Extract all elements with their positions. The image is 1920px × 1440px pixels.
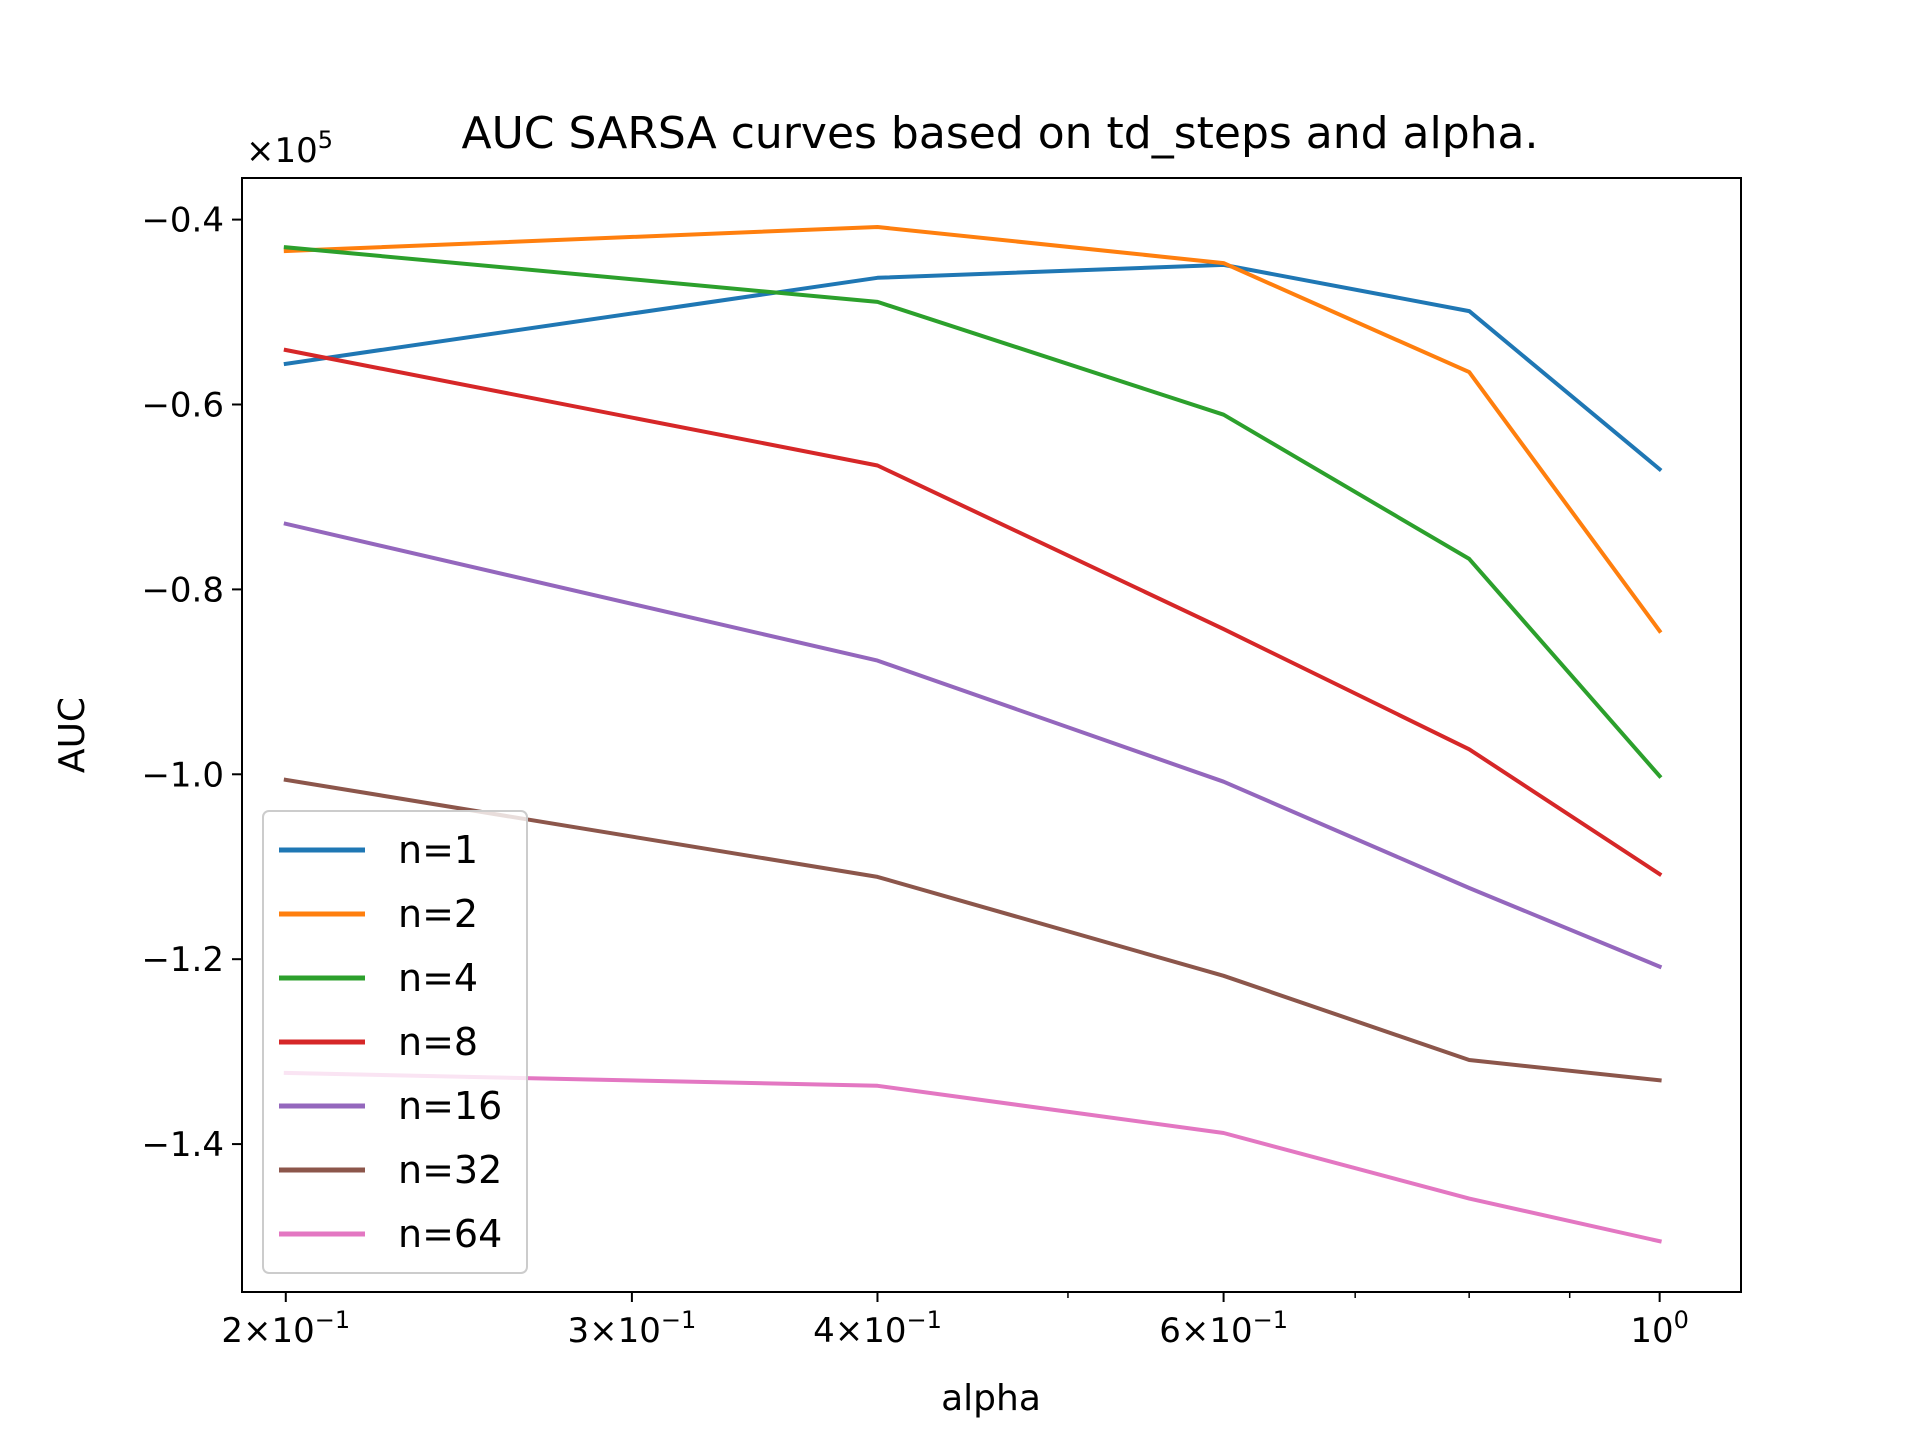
plot-area bbox=[283, 225, 1663, 1244]
x-tick-label-base: 10 bbox=[1209, 1311, 1252, 1351]
axes-frame bbox=[241, 177, 1742, 1293]
series-line-n-4 bbox=[283, 245, 1663, 779]
x-tick-label-exp: −1 bbox=[1253, 1306, 1288, 1334]
x-tick-label: 3×10−1 bbox=[568, 1306, 697, 1351]
y-tick-label: −1.4 bbox=[141, 1125, 224, 1165]
x-tick-label-mant: 6 bbox=[1159, 1311, 1181, 1351]
legend-label: n=16 bbox=[398, 1084, 502, 1128]
y-tick-label: −1.2 bbox=[141, 940, 224, 980]
y-offset-label: ×105 bbox=[246, 126, 333, 171]
x-tick-label-times: × bbox=[1181, 1311, 1210, 1351]
legend-label: n=64 bbox=[398, 1212, 502, 1256]
legend-box bbox=[262, 810, 528, 1274]
x-tick-label-exp: −1 bbox=[661, 1306, 696, 1334]
x-tick-label-times: × bbox=[835, 1311, 864, 1351]
x-tick-label-base: 10 bbox=[1630, 1311, 1673, 1351]
x-tick-label: 6×10−1 bbox=[1159, 1306, 1288, 1351]
chart-title: AUC SARSA curves based on td_steps and a… bbox=[461, 108, 1538, 159]
y-axis-label: AUC bbox=[52, 697, 93, 773]
y-tick-label: −1.0 bbox=[141, 755, 224, 795]
x-tick-label: 2×10−1 bbox=[221, 1306, 350, 1351]
legend-label: n=4 bbox=[398, 956, 478, 1000]
x-tick-label-times: × bbox=[243, 1311, 272, 1351]
legend: n=1 n=2 n=4 n=8 n=16 n=32 n=64 bbox=[262, 810, 528, 1274]
legend-label: n=32 bbox=[398, 1148, 502, 1192]
x-tick-label-mant: 3 bbox=[568, 1311, 590, 1351]
x-tick-label-times: × bbox=[589, 1311, 618, 1351]
y-tick-label: −0.4 bbox=[141, 201, 224, 241]
y-offset-exp: 5 bbox=[318, 126, 333, 154]
x-tick-label: 4×10−1 bbox=[813, 1306, 942, 1351]
legend-label: n=2 bbox=[398, 892, 478, 936]
x-tick-label-base: 10 bbox=[618, 1311, 661, 1351]
x-axis-label: alpha bbox=[941, 1378, 1041, 1419]
legend-label: n=1 bbox=[398, 828, 478, 872]
x-axis: 2×10−1 3×10−1 4×10−1 6×10−1 100 bbox=[221, 1292, 1689, 1351]
series-line-n-16 bbox=[283, 521, 1663, 970]
series-line-n-64 bbox=[283, 1070, 1662, 1244]
series-line-n-32 bbox=[283, 777, 1662, 1083]
x-tick-label-base: 10 bbox=[863, 1311, 906, 1351]
series-line-n-2 bbox=[283, 225, 1663, 634]
x-tick-label: 100 bbox=[1630, 1306, 1689, 1351]
x-tick-label-exp: 0 bbox=[1674, 1306, 1689, 1334]
y-tick-label: −0.6 bbox=[141, 385, 224, 425]
series-line-n-8 bbox=[283, 347, 1663, 877]
y-tick-label: −0.8 bbox=[141, 570, 224, 610]
y-offset-base: ×10 bbox=[246, 131, 318, 171]
x-tick-label-exp: −1 bbox=[906, 1306, 941, 1334]
y-axis: −0.4 −0.6 −0.8 −1.0 −1.2 −1.4 bbox=[141, 201, 242, 1165]
legend-label: n=8 bbox=[398, 1020, 478, 1064]
x-tick-label-exp: −1 bbox=[315, 1306, 350, 1334]
x-tick-label-mant: 4 bbox=[813, 1311, 835, 1351]
x-tick-label-base: 10 bbox=[272, 1311, 315, 1351]
x-tick-label-mant: 2 bbox=[221, 1311, 243, 1351]
